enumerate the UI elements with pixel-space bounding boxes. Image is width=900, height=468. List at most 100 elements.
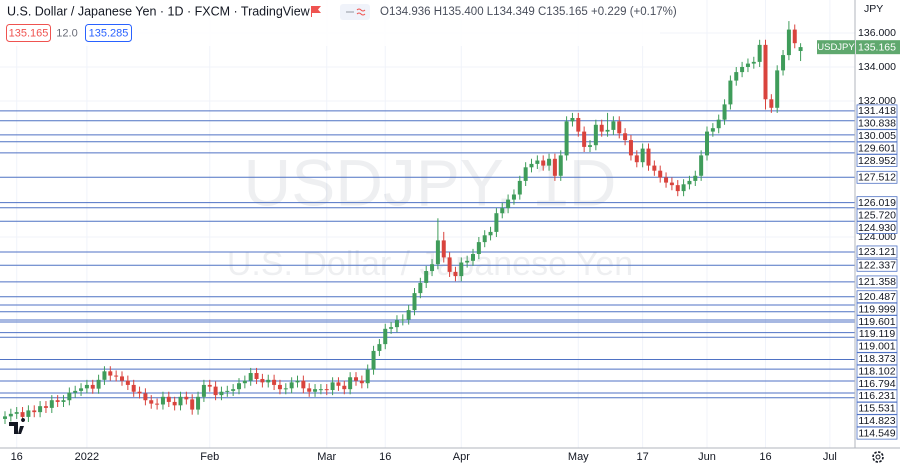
candle-body [500, 208, 505, 214]
candle-body [675, 185, 680, 192]
x-tick-label: May [568, 451, 589, 463]
candle-body [348, 377, 353, 390]
candle-body [190, 399, 195, 410]
candle-body [155, 403, 160, 405]
level-label: 120.487 [858, 291, 896, 303]
candle-body [523, 167, 528, 181]
candle-body [260, 378, 265, 383]
candle-body [617, 121, 622, 134]
candle-body [781, 55, 786, 71]
candle-body [219, 391, 224, 396]
level-label-box [856, 275, 898, 289]
tradingview-logo[interactable] [9, 418, 26, 434]
spread: 12.0 [56, 27, 77, 39]
candle-body [67, 392, 72, 401]
compare-button[interactable] [340, 4, 370, 20]
level-label: 130.005 [858, 130, 896, 142]
sell-price: 135.165 [9, 27, 49, 39]
candle-body [149, 400, 154, 404]
candle-body [769, 99, 774, 108]
candle-body [231, 389, 236, 391]
candle-body [412, 293, 417, 311]
candle-body [669, 182, 674, 186]
candle-body [330, 382, 335, 391]
level-label: 114.549 [858, 427, 895, 439]
candle-body [705, 131, 709, 156]
candle-body [447, 257, 452, 272]
candle-body [49, 400, 54, 408]
candle-body [763, 44, 768, 100]
sell-button[interactable] [6, 24, 51, 42]
candle-body [354, 377, 358, 381]
candle-body [32, 410, 37, 413]
candle-body [336, 382, 341, 386]
last-price-box [856, 40, 900, 55]
candle-body [471, 254, 475, 261]
candle-body [318, 389, 323, 391]
candle-body [652, 165, 657, 171]
x-tick-label: Apr [453, 451, 470, 463]
candle-body [342, 385, 347, 390]
level-label: 119.001 [858, 341, 895, 353]
level-label-box [856, 104, 898, 118]
candle-body [61, 400, 66, 402]
candle-body [441, 240, 446, 258]
buy-price: 135.285 [89, 27, 129, 39]
candle-body [418, 282, 423, 294]
candle-body [394, 320, 399, 328]
candle-body [728, 80, 733, 105]
level-label: 119.601 [858, 316, 895, 328]
candle-body [582, 131, 587, 147]
x-tick-label: 16 [11, 451, 23, 463]
plot-layer [0, 21, 855, 425]
level-label: 118.102 [858, 365, 895, 377]
candle-body [740, 66, 745, 73]
candle-body [371, 350, 376, 370]
candle-body [301, 380, 306, 389]
candle-body [73, 390, 78, 393]
level-label: 129.601 [858, 142, 896, 154]
candle-body [120, 376, 124, 381]
candle-body [131, 384, 136, 392]
candle-body [775, 70, 780, 108]
candle-body [511, 194, 516, 200]
buy-button[interactable] [85, 24, 132, 42]
candle-body [207, 384, 212, 387]
candle-body [307, 388, 312, 392]
candle-body [757, 44, 762, 62]
candle-body [488, 231, 493, 236]
candle-body [506, 199, 511, 209]
grid-layer [0, 0, 855, 448]
level-label: 119.119 [859, 328, 896, 340]
candle-body [84, 384, 89, 389]
candle-body [242, 380, 247, 384]
candle-body [640, 148, 645, 163]
candle-body [14, 412, 19, 414]
level-label: 126.019 [858, 197, 896, 209]
candle-body [558, 155, 563, 176]
x-tick-label: 2022 [75, 451, 99, 463]
candle-body [213, 386, 218, 396]
symbol-title: U.S. Dollar / Japanese Yen · 1D · FXCM ·… [7, 4, 311, 18]
candle-body [710, 128, 715, 132]
candle-body [476, 242, 481, 255]
candle-body [798, 47, 803, 52]
candle-body [658, 170, 663, 178]
candle-body [623, 133, 628, 141]
settings-icon[interactable] [872, 451, 884, 463]
candle-body [588, 145, 592, 147]
candle-body [786, 29, 791, 56]
level-label: 114.823 [858, 415, 895, 427]
candle-body [459, 262, 464, 277]
level-label-box [856, 221, 898, 234]
candle-body [716, 119, 721, 129]
candle-body [535, 160, 540, 164]
candle-body [125, 380, 130, 385]
x-tick-label: Mar [317, 451, 336, 463]
candle-body [201, 384, 206, 397]
candle-body [178, 396, 183, 406]
candle-body [160, 396, 165, 405]
candle-body [792, 29, 797, 44]
candle-body [166, 396, 171, 402]
candle-body [365, 369, 370, 384]
